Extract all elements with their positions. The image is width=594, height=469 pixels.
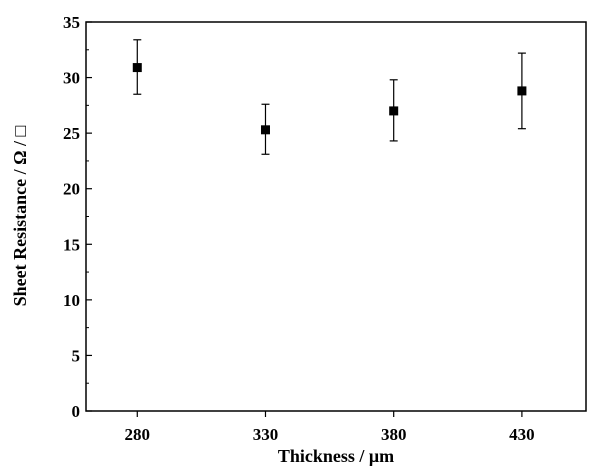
data-point: [132, 63, 142, 73]
y-axis-ticks: 0 5 10 15 20 25 30 35: [63, 13, 92, 421]
y-tick-label: 25: [63, 124, 80, 143]
y-tick-label: 35: [63, 13, 80, 32]
data-series: [132, 39, 527, 155]
y-tick-label: 0: [72, 402, 81, 421]
plot-frame: [85, 21, 587, 412]
x-tick-label: 380: [381, 425, 407, 444]
data-point: [517, 86, 527, 96]
y-axis-title: Sheet Resistance / Ω / □: [10, 125, 30, 306]
data-point: [389, 106, 399, 116]
data-point: [260, 125, 270, 135]
x-axis-ticks: 280 330 380 430: [125, 411, 535, 444]
y-tick-label: 5: [72, 346, 81, 365]
y-tick-label: 15: [63, 235, 80, 254]
y-tick-label: 30: [63, 69, 80, 88]
x-axis-title: Thickness / μm: [278, 446, 394, 466]
y-tick-label: 10: [63, 291, 80, 310]
x-tick-label: 280: [125, 425, 151, 444]
x-tick-label: 330: [253, 425, 279, 444]
y-tick-label: 20: [63, 180, 80, 199]
x-tick-label: 430: [509, 425, 535, 444]
